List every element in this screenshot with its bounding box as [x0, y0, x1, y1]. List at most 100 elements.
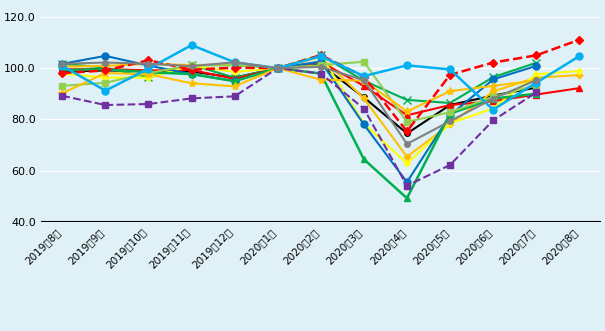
EU27 [489, 94, 497, 98]
スウェーデン [59, 64, 66, 68]
フランス [102, 54, 109, 58]
Line: 英国: 英国 [59, 60, 539, 147]
チェコ [231, 63, 238, 67]
スウェーデン [446, 68, 454, 71]
フランス [145, 64, 152, 68]
チェコ [532, 76, 540, 80]
オーストリア [317, 78, 324, 82]
ルーマニア [188, 96, 195, 100]
ポーランド [102, 69, 109, 72]
ポーランド [145, 58, 152, 62]
ブルガリア [274, 66, 281, 70]
英国 [59, 62, 66, 66]
スペイン [404, 162, 411, 166]
英国 [188, 64, 195, 68]
ポーランド [231, 66, 238, 70]
ハンガリー [489, 95, 497, 99]
ドイツ [446, 103, 454, 107]
ドイツ [59, 68, 66, 71]
オーストリア [188, 81, 195, 85]
イタリア [231, 79, 238, 83]
オーストリア [274, 66, 281, 70]
ドイツ [532, 93, 540, 97]
イタリア [59, 68, 66, 72]
フランス [274, 66, 281, 70]
フランス [188, 72, 195, 76]
オーストリア [102, 71, 109, 75]
イタリア [188, 72, 195, 76]
フランス [446, 113, 454, 117]
EU27 [59, 70, 66, 73]
ポーランド [576, 38, 583, 42]
ルーマニア [360, 107, 367, 111]
ハンガリー [59, 84, 66, 88]
ポーランド [317, 53, 324, 57]
スペイン [360, 121, 367, 125]
英国 [317, 65, 324, 69]
ポーランド [188, 68, 195, 72]
オーストリア [532, 78, 540, 82]
ポーランド [404, 129, 411, 133]
ハンガリー [188, 63, 195, 67]
ポーランド [360, 74, 367, 78]
チェコ [404, 155, 411, 159]
チェコ [360, 96, 367, 100]
Line: チェコ: チェコ [59, 53, 583, 160]
Line: ブルガリア: ブルガリア [58, 51, 540, 107]
スウェーデン [145, 67, 152, 71]
イタリア [145, 70, 152, 74]
ブルガリア [59, 62, 66, 66]
スウェーデン [274, 66, 281, 70]
チェコ [188, 63, 195, 67]
ドイツ [274, 66, 281, 70]
スペイン [102, 76, 109, 80]
ハンガリー [404, 120, 411, 124]
フランス [404, 180, 411, 184]
Line: ポーランド: ポーランド [59, 37, 582, 134]
ブルガリア [145, 75, 152, 79]
ルーマニア [532, 90, 540, 94]
ブルガリア [446, 101, 454, 105]
スウェーデン [231, 60, 238, 64]
Line: スペイン: スペイン [60, 53, 581, 166]
英国 [489, 97, 497, 101]
EU27 [145, 69, 152, 73]
フランス [532, 64, 540, 68]
英国 [145, 62, 152, 66]
スウェーデン [576, 54, 583, 58]
ルーマニア [145, 102, 152, 106]
ポーランド [532, 53, 540, 57]
チェコ [576, 73, 583, 77]
スウェーデン [532, 81, 540, 85]
ブルガリア [532, 61, 540, 65]
EU27 [188, 70, 195, 73]
EU27 [532, 86, 540, 90]
EU27 [317, 63, 324, 67]
オーストリア [145, 72, 152, 76]
ハンガリー [102, 81, 109, 85]
オーストリア [489, 84, 497, 88]
チェコ [274, 66, 281, 70]
オーストリア [446, 89, 454, 93]
ハンガリー [274, 66, 281, 70]
イタリア [532, 92, 540, 96]
Line: スウェーデン: スウェーデン [59, 42, 583, 113]
英国 [274, 66, 281, 70]
スウェーデン [188, 43, 195, 47]
チェコ [102, 64, 109, 68]
EU27 [404, 131, 411, 135]
チェコ [317, 55, 324, 59]
スペイン [188, 64, 195, 68]
スペイン [274, 66, 281, 70]
イタリア [274, 66, 281, 70]
英国 [532, 78, 540, 82]
ドイツ [102, 67, 109, 71]
イタリア [489, 97, 497, 101]
スウェーデン [102, 89, 109, 93]
英国 [446, 119, 454, 123]
オーストリア [59, 91, 66, 95]
EU27 [446, 103, 454, 107]
EU27 [231, 76, 238, 80]
ハンガリー [532, 83, 540, 87]
ドイツ [145, 69, 152, 72]
